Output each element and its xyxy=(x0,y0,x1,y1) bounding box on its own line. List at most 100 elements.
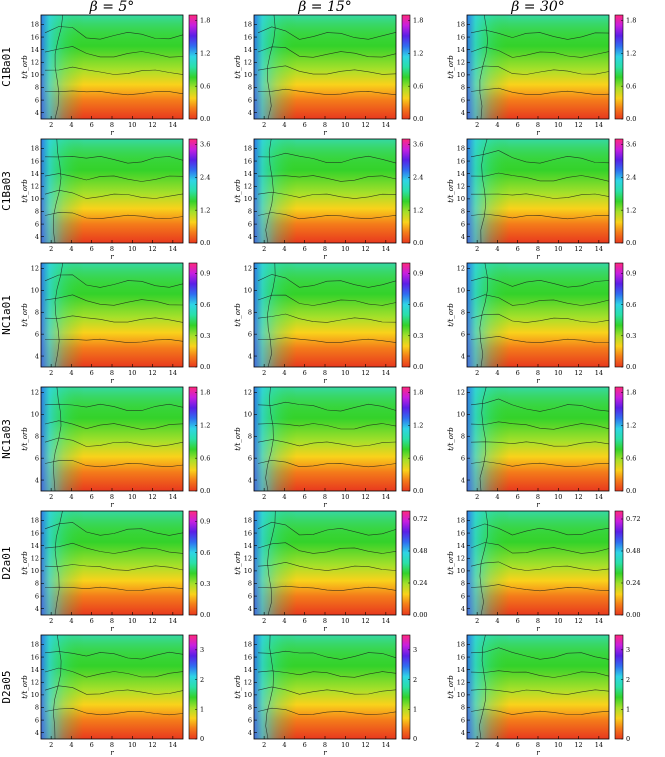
contour-line xyxy=(470,87,610,95)
colorbar xyxy=(614,138,624,244)
colorbar-tick-label: 1.8 xyxy=(626,389,636,397)
x-tick-label: 14 xyxy=(169,493,177,501)
heatmap-overlay-left xyxy=(467,635,609,739)
colorbar-tick-label: 0.0 xyxy=(626,363,636,371)
x-tick-label: 6 xyxy=(90,617,94,625)
contour-line xyxy=(44,90,184,96)
x-tick-label: 14 xyxy=(595,121,603,129)
colorbar-tick-label: 1.2 xyxy=(200,422,210,430)
y-tick-label: 16 xyxy=(457,529,465,537)
y-tick-label: 8 xyxy=(248,704,252,712)
heatmap-panel: 2 4 6 8 10 12 14 r 4 6 8 10 12 t/t_orb 0.0 0.6 1.2 1.8 xyxy=(234,386,423,509)
y-axis-label: t/t_orb xyxy=(447,303,455,327)
y-tick-label: 10 xyxy=(244,411,252,419)
y-tick-label: 6 xyxy=(35,454,39,462)
x-tick-label: 8 xyxy=(110,245,114,253)
y-tick-label: 8 xyxy=(35,84,39,92)
x-tick-label: 10 xyxy=(128,245,136,253)
y-tick-label: 12 xyxy=(457,554,465,562)
contour-line xyxy=(44,542,184,554)
x-tick-label: 8 xyxy=(323,617,327,625)
colorbar-tick-label: 0.6 xyxy=(200,454,210,462)
x-tick-label: 6 xyxy=(516,617,520,625)
contour-line xyxy=(44,586,184,591)
colorbar xyxy=(401,386,411,492)
contour-line xyxy=(257,542,397,554)
colorbar-tick-label: 3 xyxy=(200,646,204,654)
y-tick-label: 4 xyxy=(248,352,252,360)
heatmap-panel: 2 4 6 8 10 12 14 r 4 6 8 10 12 14 16 18 t/t_orb 0.0 1.2 2.4… xyxy=(234,138,423,261)
contour-line xyxy=(257,561,397,571)
x-tick-label: 6 xyxy=(90,493,94,501)
x-tick-label: 14 xyxy=(382,369,390,377)
y-tick-label: 16 xyxy=(31,33,39,41)
contour-line xyxy=(54,510,63,616)
y-axis-label: t/t_orb xyxy=(234,675,242,699)
contour-line xyxy=(257,152,397,164)
y-tick-label: 4 xyxy=(248,729,252,737)
colorbar-tick-label: 2 xyxy=(413,676,417,684)
contour-line xyxy=(54,262,64,368)
x-tick-label: 14 xyxy=(169,369,177,377)
y-tick-label: 6 xyxy=(461,454,465,462)
y-tick-label: 18 xyxy=(457,517,465,525)
contour-line xyxy=(45,338,184,344)
x-axis-label: r xyxy=(110,253,114,261)
contour-line xyxy=(257,423,397,430)
contour-line xyxy=(257,459,397,468)
x-tick-label: 14 xyxy=(169,741,177,749)
heatmap-overlay-left xyxy=(467,263,609,367)
x-axis-label: r xyxy=(323,129,327,137)
x-tick-label: 2 xyxy=(49,617,53,625)
colorbar-tick-label: 1 xyxy=(200,705,204,713)
contour-line xyxy=(257,175,397,182)
contour-line xyxy=(44,46,184,58)
colorbar-tick-label: 0.6 xyxy=(626,82,636,90)
y-tick-label: 8 xyxy=(248,308,252,316)
contour-line xyxy=(44,437,184,447)
y-tick-label: 10 xyxy=(244,71,252,79)
x-tick-label: 12 xyxy=(148,741,156,749)
x-tick-label: 12 xyxy=(361,369,369,377)
y-tick-label: 10 xyxy=(457,691,465,699)
y-tick-label: 14 xyxy=(31,666,39,674)
heatmap-overlay-left xyxy=(467,15,609,119)
y-tick-label: 8 xyxy=(35,580,39,588)
heatmap-panel: 2 4 6 8 10 12 14 r 4 6 8 10 12 14 16 18 t/t_orb 0.0 0.3 0.6… xyxy=(21,510,210,633)
colorbar-tick-label: 0.00 xyxy=(413,611,427,619)
y-tick-label: 4 xyxy=(248,233,252,241)
x-tick-label: 12 xyxy=(574,617,582,625)
x-tick-label: 14 xyxy=(382,741,390,749)
contour-line xyxy=(267,510,276,616)
contour-line xyxy=(470,708,610,715)
heatmap-panel: 2 4 6 8 10 12 14 r 4 6 8 10 12 14 16 18 t/t_orb 0.00 0.24 0… xyxy=(447,510,640,633)
colorbar-tick-label: 0.0 xyxy=(200,487,210,495)
x-tick-label: 12 xyxy=(574,741,582,749)
contour-line xyxy=(257,686,397,695)
y-tick-label: 10 xyxy=(244,691,252,699)
heatmap-overlay-left xyxy=(467,387,609,491)
colorbar-tick-label: 2 xyxy=(626,676,630,684)
y-tick-label: 12 xyxy=(31,265,39,273)
contour-line xyxy=(257,521,397,536)
colorbar xyxy=(614,386,624,492)
colorbar xyxy=(188,14,198,120)
x-tick-label: 8 xyxy=(323,121,327,129)
x-tick-label: 8 xyxy=(536,493,540,501)
contour-line xyxy=(257,191,397,199)
y-tick-label: 4 xyxy=(35,233,39,241)
y-axis-label: t/t_orb xyxy=(21,303,29,327)
y-axis-label: t/t_orb xyxy=(447,427,455,451)
contour-line xyxy=(44,66,184,75)
x-tick-label: 8 xyxy=(110,741,114,749)
heatmap-overlay-left xyxy=(41,139,183,243)
x-tick-label: 8 xyxy=(323,741,327,749)
contour-line xyxy=(257,650,397,660)
y-axis-label: t/t_orb xyxy=(21,179,29,203)
colorbar-tick-label: 1.2 xyxy=(413,422,423,430)
heatmap-overlay-left xyxy=(254,387,396,491)
y-tick-label: 12 xyxy=(31,554,39,562)
y-tick-label: 16 xyxy=(457,33,465,41)
contour-line xyxy=(44,420,184,430)
x-tick-label: 12 xyxy=(361,121,369,129)
